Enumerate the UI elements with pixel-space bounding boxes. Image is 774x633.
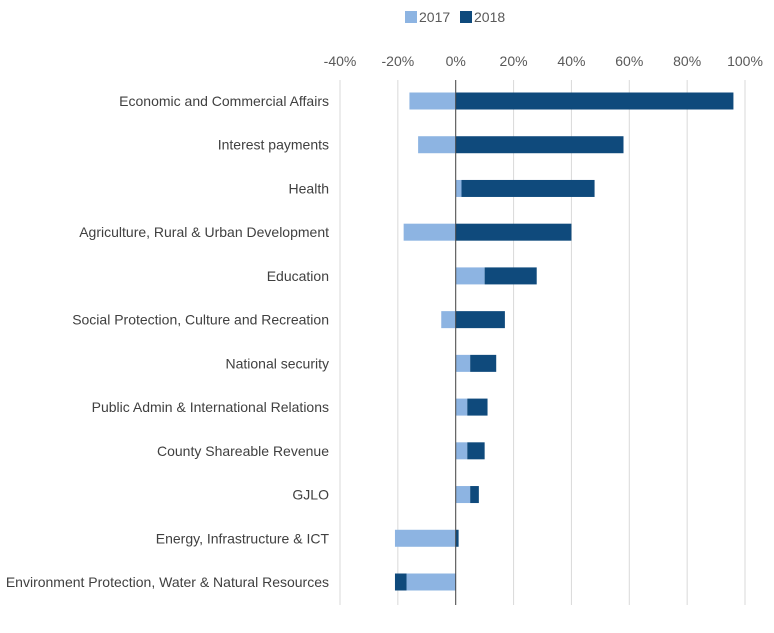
bar-2018 (455, 223, 572, 241)
bar-2018 (467, 442, 485, 460)
bar-2018 (461, 179, 595, 197)
category-label: Health (289, 180, 329, 196)
bar-2018 (467, 398, 488, 416)
category-label: Agriculture, Rural & Urban Development (79, 224, 329, 240)
category-label: National security (226, 355, 330, 371)
bar-2018 (455, 529, 459, 547)
bar-2017 (406, 573, 456, 591)
category-label: Energy, Infrastructure & ICT (156, 530, 330, 546)
bar-2017 (455, 179, 462, 197)
category-label: GJLO (292, 487, 329, 503)
category-label: Interest payments (218, 137, 329, 153)
bar-2018 (455, 92, 734, 110)
bar-2018 (455, 136, 624, 154)
category-label: Education (267, 268, 329, 284)
x-tick-label: -40% (324, 53, 357, 69)
x-tick-label: 60% (615, 53, 643, 69)
x-tick-label: 80% (673, 53, 701, 69)
legend-swatch-2018 (460, 11, 472, 23)
legend-swatch-2017 (405, 11, 417, 23)
bar-2017 (441, 311, 456, 329)
category-label: Environment Protection, Water & Natural … (6, 574, 329, 590)
category-labels: Economic and Commercial Affairs Interest … (6, 93, 330, 590)
bar-2017 (455, 398, 468, 416)
bar-2018 (394, 573, 407, 591)
category-label: County Shareable Revenue (157, 443, 329, 459)
bar-2017 (455, 442, 468, 460)
category-label: Economic and Commercial Affairs (119, 93, 329, 109)
gridlines (339, 80, 746, 605)
bar-2017 (455, 486, 471, 504)
bars (394, 92, 734, 591)
bar-2018 (470, 354, 497, 372)
x-tick-label: -20% (382, 53, 415, 69)
x-tick-label: 40% (557, 53, 585, 69)
category-label: Social Protection, Culture and Recreatio… (72, 312, 329, 328)
bar-2018 (455, 311, 505, 329)
bar-2017 (394, 529, 456, 547)
legend: 2017 2018 (405, 9, 505, 25)
legend-label-2017: 2017 (419, 9, 450, 25)
bar-2017 (455, 354, 471, 372)
x-tick-label: 100% (727, 53, 763, 69)
bar-2017 (418, 136, 456, 154)
x-tick-label: 20% (500, 53, 528, 69)
x-axis-ticks: -40% -20% 0% 20% 40% 60% 80% 100% (324, 53, 763, 69)
bar-2018 (484, 267, 537, 285)
bar-2017 (409, 92, 456, 110)
legend-label-2018: 2018 (474, 9, 505, 25)
x-tick-label: 0% (446, 53, 466, 69)
bar-2017 (403, 223, 456, 241)
category-label: Public Admin & International Relations (92, 399, 329, 415)
bar-2017 (455, 267, 485, 285)
bar-2018 (470, 486, 479, 504)
